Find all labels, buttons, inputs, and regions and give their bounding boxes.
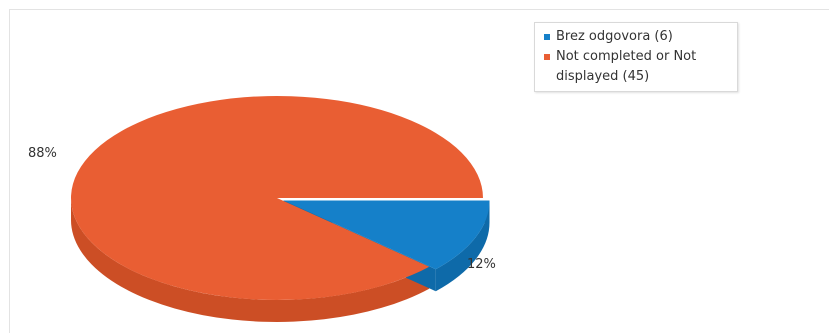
chart-area: 12% 88% Brez odgovora (6) Not completed …	[9, 9, 829, 333]
legend-item-not-completed[interactable]: Not completed or Not displayed (45)	[544, 47, 731, 87]
legend-swatch-brez-odgovora	[544, 34, 550, 40]
pie-slice-brez-odgovora	[283, 200, 490, 270]
legend: Brez odgovora (6) Not completed or Not d…	[534, 22, 738, 92]
pie-chart	[71, 95, 490, 322]
legend-item-brez-odgovora[interactable]: Brez odgovora (6)	[544, 27, 731, 47]
slice-percent-label-brez-odgovora: 12%	[467, 257, 496, 272]
legend-label-not-completed: Not completed or Not displayed (45)	[556, 49, 697, 84]
slice-percent-label-not-completed: 88%	[28, 146, 57, 161]
legend-swatch-not-completed	[544, 54, 550, 60]
pie-side-brez-odgovora-0	[435, 200, 490, 292]
legend-label-brez-odgovora: Brez odgovora (6)	[556, 29, 673, 44]
pie-side-not-completed-1	[71, 198, 430, 322]
pie-slice-not-completed	[71, 95, 483, 300]
